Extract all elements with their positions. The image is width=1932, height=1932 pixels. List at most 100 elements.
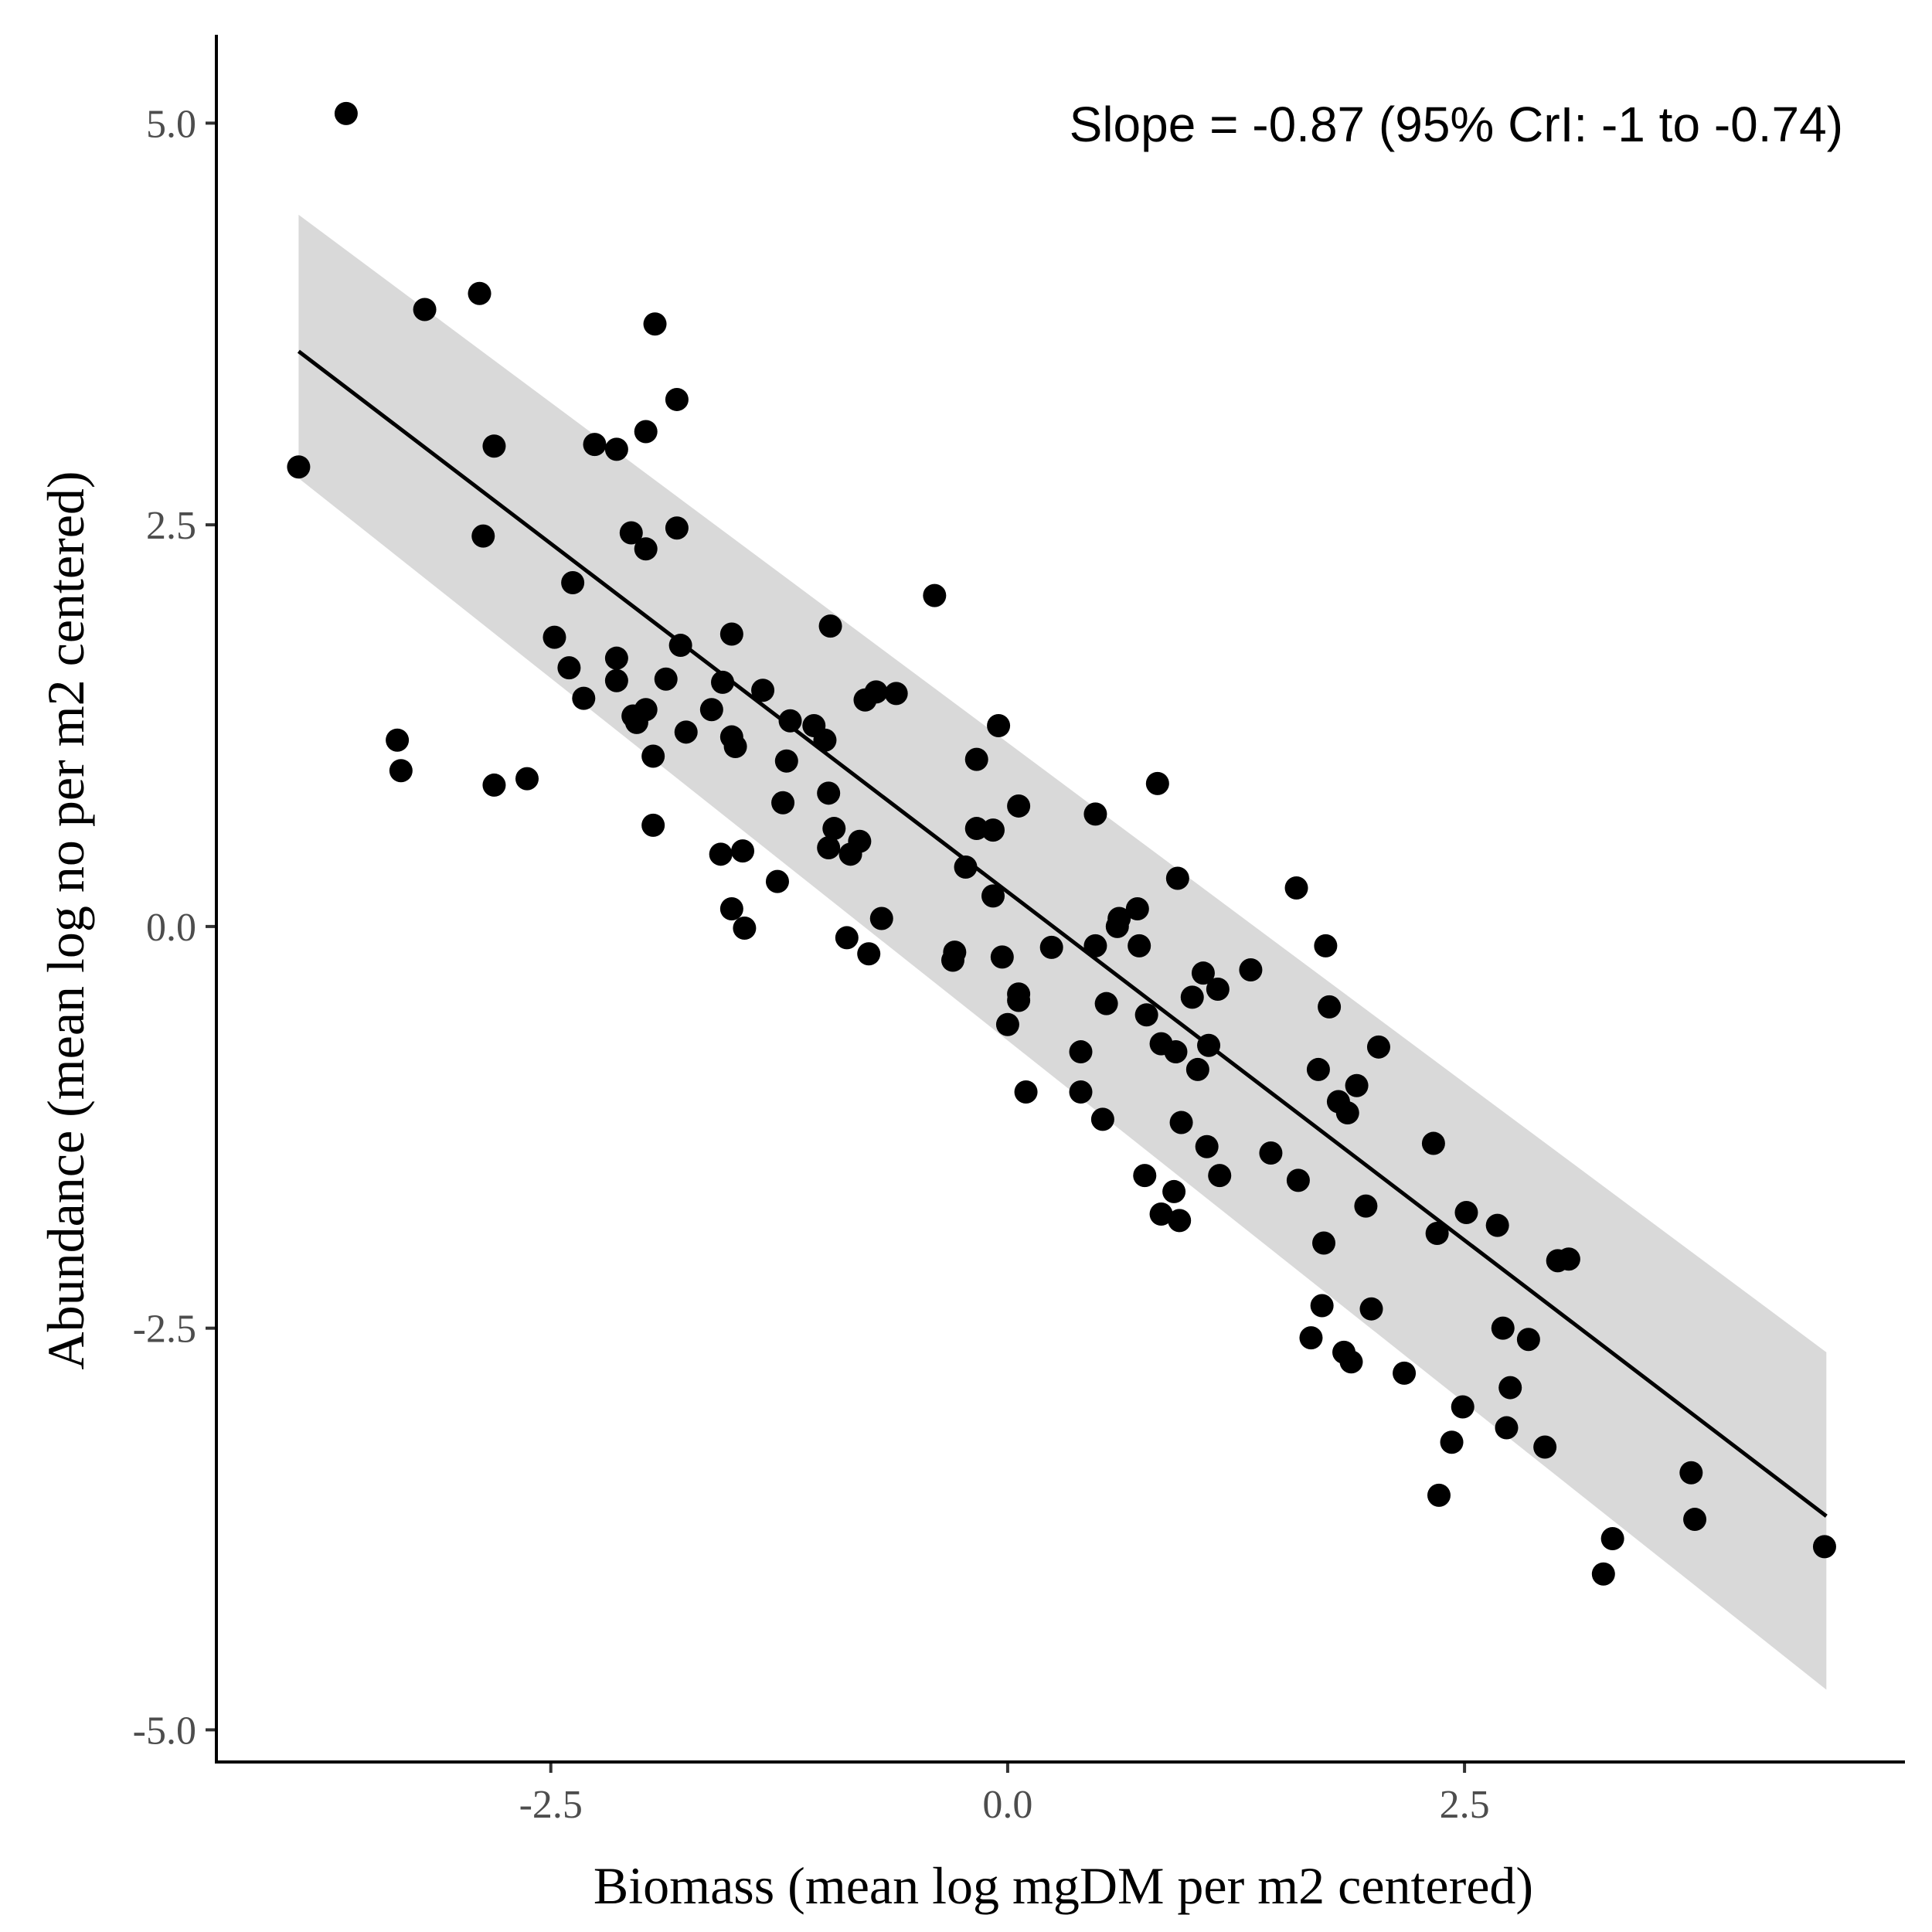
data-point <box>709 842 733 866</box>
data-point <box>731 839 755 863</box>
data-point <box>1185 1057 1209 1081</box>
data-point <box>733 916 757 940</box>
data-point <box>1014 1080 1038 1104</box>
data-point <box>641 744 665 768</box>
data-point <box>857 942 881 966</box>
data-point <box>817 836 841 860</box>
slope-annotation: Slope = -0.87 (95% CrI: -1 to -0.74) <box>1070 97 1843 152</box>
data-point <box>699 698 723 722</box>
data-point <box>1299 1326 1323 1350</box>
x-axis-ticks: -2.5 0.0 2.5 <box>519 1762 1490 1827</box>
data-point <box>987 714 1011 737</box>
data-point <box>1591 1562 1615 1586</box>
data-point <box>583 433 607 457</box>
data-point <box>1427 1483 1451 1507</box>
data-point <box>771 791 795 815</box>
data-point <box>515 767 539 791</box>
data-point <box>634 698 658 722</box>
y-tick-label: 0.0 <box>146 906 196 950</box>
y-tick-label: 2.5 <box>146 504 196 548</box>
data-point <box>1683 1508 1707 1532</box>
data-point <box>778 709 802 733</box>
data-point <box>1169 1111 1193 1134</box>
data-point <box>1679 1461 1703 1485</box>
data-point <box>1393 1361 1417 1385</box>
data-point <box>668 634 692 658</box>
data-point <box>1533 1435 1557 1459</box>
data-point <box>1516 1328 1540 1352</box>
data-point <box>964 747 988 771</box>
regression-line <box>297 349 1828 1518</box>
data-point <box>572 686 596 710</box>
data-point <box>1191 961 1215 985</box>
data-point <box>604 646 628 670</box>
data-point <box>1165 866 1189 890</box>
data-point <box>1007 794 1031 818</box>
data-point <box>1125 897 1149 921</box>
data-point <box>604 437 628 461</box>
data-point <box>1069 1040 1093 1064</box>
data-point <box>835 926 859 950</box>
data-point <box>641 813 665 837</box>
data-point <box>1197 1033 1221 1057</box>
data-point <box>981 818 1005 842</box>
data-point <box>1208 1164 1232 1188</box>
data-point <box>1286 1168 1310 1192</box>
data-point <box>1310 1294 1334 1318</box>
data-point <box>643 312 667 336</box>
confidence-ribbon <box>298 214 1827 1690</box>
data-point <box>1314 934 1338 957</box>
y-axis-title: Abundance (mean log no per m2 centered) <box>36 471 95 1369</box>
data-point <box>848 829 872 853</box>
data-point <box>864 680 888 704</box>
data-point <box>334 101 358 125</box>
data-point <box>1164 1040 1188 1064</box>
y-tick-label: 5.0 <box>146 102 196 146</box>
data-point <box>557 656 581 680</box>
data-point <box>1318 995 1342 1019</box>
data-point <box>817 781 841 805</box>
data-point <box>1145 771 1169 795</box>
data-point <box>665 516 689 540</box>
data-point <box>1339 1350 1363 1374</box>
data-point <box>634 420 658 444</box>
data-point <box>1485 1213 1509 1237</box>
data-point <box>1421 1131 1445 1155</box>
data-point <box>1366 1035 1390 1059</box>
data-point <box>995 1012 1019 1036</box>
data-point <box>813 728 837 752</box>
data-point <box>1600 1527 1624 1551</box>
data-point <box>468 281 492 305</box>
data-point <box>604 668 628 692</box>
data-point <box>1454 1200 1478 1224</box>
data-point <box>981 884 1005 908</box>
data-point <box>723 735 747 759</box>
data-point <box>543 625 566 649</box>
data-point <box>561 570 585 594</box>
data-point <box>1107 906 1131 930</box>
data-point <box>482 434 506 458</box>
data-point <box>774 749 798 773</box>
data-point <box>711 670 735 694</box>
data-point <box>1206 977 1230 1001</box>
data-point <box>1149 1202 1173 1226</box>
data-point <box>1007 982 1031 1006</box>
data-points <box>287 101 1836 1586</box>
data-point <box>1495 1416 1519 1440</box>
data-point <box>1335 1101 1359 1125</box>
data-point <box>1498 1376 1522 1400</box>
data-point <box>1451 1395 1475 1419</box>
data-point <box>1128 934 1151 957</box>
y-axis-ticks: -5.0 -2.5 0.0 2.5 5.0 <box>133 102 216 1753</box>
x-tick-label: 2.5 <box>1440 1783 1490 1827</box>
data-point <box>1162 1179 1186 1203</box>
data-point <box>1069 1080 1093 1104</box>
data-point <box>413 298 437 321</box>
data-point <box>1259 1141 1283 1165</box>
data-point <box>719 622 743 646</box>
data-point <box>822 817 846 841</box>
data-point <box>1440 1430 1464 1454</box>
data-point <box>482 773 506 797</box>
data-point <box>389 759 413 783</box>
